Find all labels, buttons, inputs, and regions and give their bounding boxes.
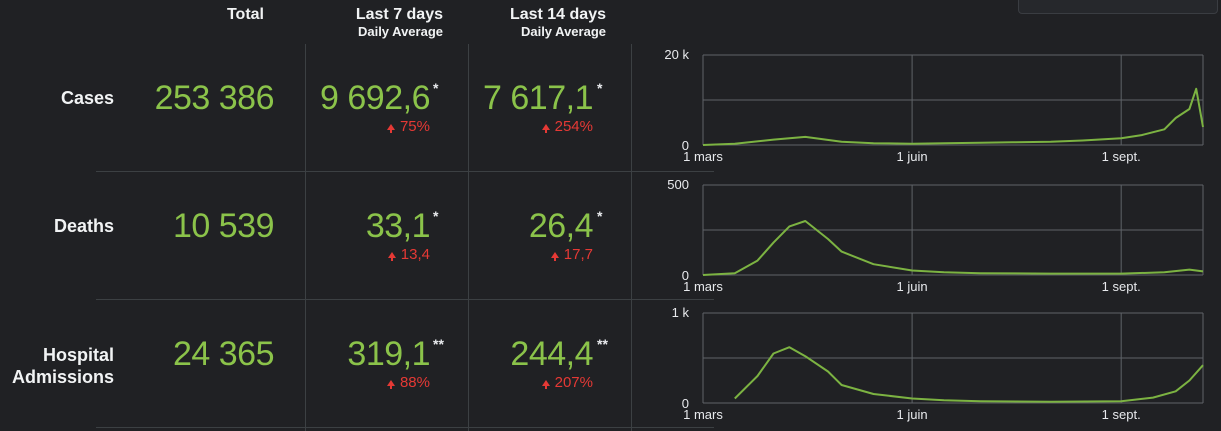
series-line: [702, 87, 1204, 146]
y-tick-label: 500: [667, 177, 689, 192]
cases-last14-delta-text: 254%: [554, 118, 593, 135]
up-arrow-icon: [386, 124, 395, 133]
up-arrow-icon: [550, 252, 559, 261]
x-tick-label: 1 juin: [897, 279, 928, 294]
row-label-deaths-text: Deaths: [53, 216, 114, 236]
deaths-last7-delta-text: 13,4: [400, 246, 430, 263]
hospital-total-value: 24 365: [173, 335, 275, 373]
up-arrow-icon: [541, 124, 550, 133]
hospital-last14-footnote-mark: **: [597, 336, 608, 352]
cases-last14-footnote-mark: *: [597, 80, 603, 96]
cases-last14-value: 7 617,1: [483, 79, 593, 117]
cases-last7-delta-text: 75%: [399, 118, 430, 135]
y-tick-label: 0: [682, 268, 689, 283]
cases-last7-footnote-mark: *: [433, 80, 439, 96]
row-label-hospital-line2: Admissions: [11, 367, 114, 387]
row-label-cases-text: Cases: [60, 88, 114, 108]
column-divider: [468, 44, 469, 431]
row-label-hospital-line1: Hospital: [42, 345, 114, 365]
header-last7-line2: Daily Average: [357, 24, 443, 39]
hospital-last14-value: 244,4: [510, 335, 593, 373]
cases-last7-delta: 75%: [386, 118, 430, 135]
x-tick-label: 1 mars: [683, 149, 723, 164]
deaths-last14-delta-text: 17,7: [563, 246, 593, 263]
row-label-deaths: Deaths: [54, 215, 114, 237]
deaths-last7-delta: 13,4: [387, 246, 430, 263]
up-arrow-icon: [387, 252, 396, 261]
top-right-control[interactable]: [1018, 0, 1218, 14]
cases-last14-delta: 254%: [541, 118, 593, 135]
y-tick-label: 20 k: [664, 47, 689, 62]
cases-total-value: 253 386: [154, 79, 275, 117]
x-tick-label: 1 juin: [897, 407, 928, 422]
hospital-admissions-trend-chart: 1 mars 1 juin 1 sept. 0 1 k: [672, 305, 1204, 422]
series-line: [734, 346, 1204, 403]
deaths-last14-footnote-mark: *: [597, 208, 603, 224]
up-arrow-icon: [541, 380, 550, 389]
deaths-total-value: 10 539: [173, 207, 275, 245]
deaths-last7-footnote-mark: *: [433, 208, 439, 224]
header-total: Total: [170, 6, 264, 24]
cases-trend-chart: 1 mars 1 juin 1 sept. 0 20 k: [664, 47, 1204, 164]
hospital-last7-delta: 88%: [386, 374, 430, 391]
hospital-last7-value: 319,1: [347, 335, 430, 373]
x-tick-label: 1 sept.: [1102, 407, 1141, 422]
header-last14-line2: Daily Average: [520, 24, 606, 39]
header-last7: Last 7 days Daily Average: [300, 6, 443, 40]
y-tick-label: 0: [682, 396, 689, 411]
header-total-label: Total: [226, 6, 264, 23]
column-divider: [305, 44, 306, 431]
x-tick-label: 1 mars: [683, 279, 723, 294]
row-divider: [96, 171, 714, 172]
cases-last7-value: 9 692,6: [320, 79, 430, 117]
column-divider: [631, 44, 632, 431]
up-arrow-icon: [386, 380, 395, 389]
x-tick-label: 1 sept.: [1102, 279, 1141, 294]
row-label-cases: Cases: [61, 87, 114, 109]
row-divider: [96, 299, 714, 300]
x-tick-label: 1 sept.: [1102, 149, 1141, 164]
header-last14: Last 14 days Daily Average: [463, 6, 606, 40]
header-last7-line1: Last 7 days: [355, 6, 443, 23]
y-tick-label: 0: [682, 138, 689, 153]
deaths-trend-chart: 1 mars 1 juin 1 sept. 0 500: [667, 177, 1204, 294]
hospital-last14-delta-text: 207%: [554, 374, 593, 391]
series-line: [702, 220, 1204, 276]
hospital-last7-delta-text: 88%: [399, 374, 430, 391]
hospital-last7-footnote-mark: **: [433, 336, 444, 352]
y-tick-label: 1 k: [672, 305, 690, 320]
deaths-last14-delta: 17,7: [550, 246, 593, 263]
deaths-last7-value: 33,1: [365, 207, 431, 245]
x-tick-label: 1 juin: [897, 149, 928, 164]
row-label-hospital-admissions: Hospital Admissions: [12, 344, 114, 388]
hospital-last14-delta: 207%: [541, 374, 593, 391]
header-last14-line1: Last 14 days: [509, 6, 606, 23]
x-tick-label: 1 mars: [683, 407, 723, 422]
row-divider: [96, 427, 714, 428]
deaths-last14-value: 26,4: [528, 207, 594, 245]
